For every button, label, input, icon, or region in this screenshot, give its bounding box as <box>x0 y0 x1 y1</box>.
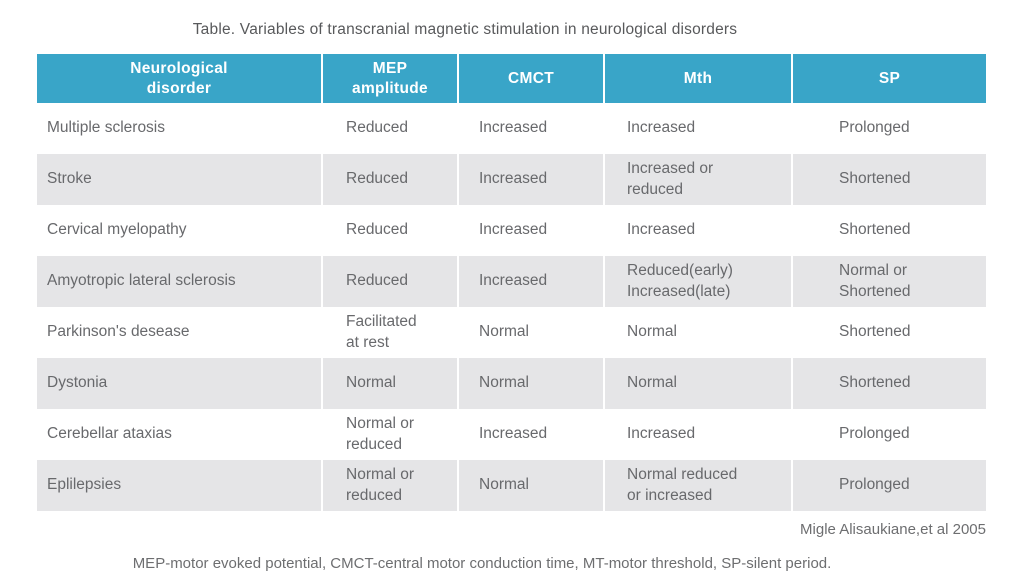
cell-sp: Shortened <box>791 358 986 409</box>
cell-cmct: Increased <box>457 256 604 307</box>
cell-mep-amplitude: Reduced <box>321 205 458 256</box>
cell-mth: Reduced(early) Increased(late) <box>603 256 792 307</box>
cell-cmct: Increased <box>457 409 604 460</box>
cell-sp: Shortened <box>791 154 986 205</box>
cell-sp: Prolonged <box>791 460 986 511</box>
cell-sp: Prolonged <box>791 103 986 154</box>
cell-mep-amplitude: Normal or reduced <box>321 460 458 511</box>
cell-cmct: Increased <box>457 154 604 205</box>
header-mth: Mth <box>603 54 792 103</box>
cell-sp: Prolonged <box>791 409 986 460</box>
header-mep-amplitude: MEP amplitude <box>321 54 458 103</box>
cell-cmct: Normal <box>457 460 604 511</box>
table-row-eplilepsies: Eplilepsies Normal or reduced Normal Nor… <box>37 460 986 511</box>
cell-sp: Normal or Shortened <box>791 256 986 307</box>
cell-disorder: Amyotropic lateral sclerosis <box>37 256 322 307</box>
cell-mep-amplitude: Facilitated at rest <box>321 307 458 358</box>
cell-mth: Increased or reduced <box>603 154 792 205</box>
cell-sp: Shortened <box>791 205 986 256</box>
header-sp: SP <box>791 54 986 103</box>
cell-cmct: Increased <box>457 205 604 256</box>
table-row-amyotropic-lateral-sclerosis: Amyotropic lateral sclerosis Reduced Inc… <box>37 256 986 307</box>
cell-mep-amplitude: Normal <box>321 358 458 409</box>
table-row-dystonia: Dystonia Normal Normal Normal Shortened <box>37 358 986 409</box>
cell-mth: Normal <box>603 307 792 358</box>
cell-cmct: Normal <box>457 358 604 409</box>
cell-disorder: Parkinson's desease <box>47 323 190 341</box>
cell-mth: Increased <box>603 409 792 460</box>
cell-disorder: Cerebellar ataxias <box>47 425 172 443</box>
cell-disorder: Dystonia <box>37 358 322 409</box>
cell-disorder: Eplilepsies <box>37 460 322 511</box>
abbreviations-footnote: MEP-motor evoked potential, CMCT-central… <box>132 555 832 572</box>
cell-cmct: Increased <box>457 103 604 154</box>
table-title: Table. Variables of transcranial magneti… <box>192 21 738 38</box>
table-row-parkinsons-desease: Parkinson's desease Facilitated at rest … <box>37 307 986 358</box>
header-row: Neurological disorder MEP amplitude CMCT… <box>37 54 986 103</box>
cell-sp: Shortened <box>791 307 986 358</box>
cell-disorder: Stroke <box>37 154 322 205</box>
cell-mth: Normal reduced or increased <box>603 460 792 511</box>
table-row-cerebellar-ataxias: Cerebellar ataxias Normal or reduced Inc… <box>37 409 986 460</box>
cell-mth: Increased <box>603 103 792 154</box>
table-row-stroke: Stroke Reduced Increased Increased or re… <box>37 154 986 205</box>
cell-disorder: Multiple sclerosis <box>47 119 166 137</box>
cell-mep-amplitude: Normal or reduced <box>321 409 458 460</box>
cell-mep-amplitude: Reduced <box>321 256 458 307</box>
cell-cmct: Normal <box>457 307 604 358</box>
table-row-cervical-myelopathy: Cervical myelopathy Reduced Increased In… <box>37 205 986 256</box>
header-neurological-disorder: Neurological disorder <box>37 54 322 103</box>
cell-mth: Normal <box>603 358 792 409</box>
cell-mep-amplitude: Reduced <box>321 154 458 205</box>
tms-variables-table: Neurological disorder MEP amplitude CMCT… <box>37 54 986 511</box>
cell-mth: Increased <box>603 205 792 256</box>
cell-disorder: Cervical myelopathy <box>47 221 187 239</box>
table-row-multiple-sclerosis: Multiple sclerosis Reduced Increased Inc… <box>37 103 986 154</box>
cell-mep-amplitude: Reduced <box>321 103 458 154</box>
header-cmct: CMCT <box>457 54 604 103</box>
attribution-citation: Migle Alisaukiane,et al 2005 <box>800 521 986 538</box>
